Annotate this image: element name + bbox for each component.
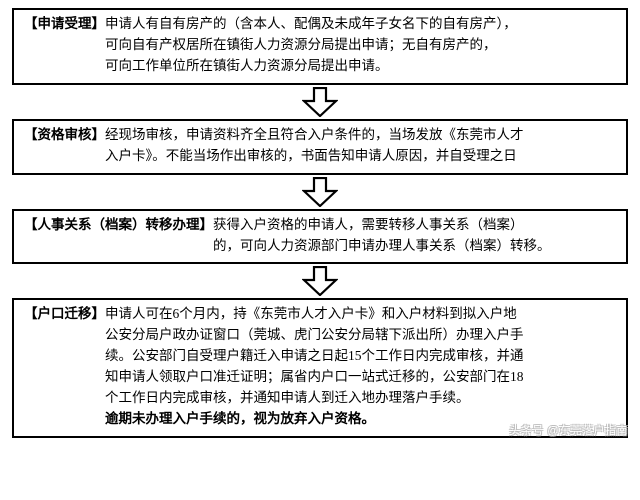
step-line: 可向工作单位所在镇街人力资源分局提出申请。	[105, 58, 389, 73]
step-line: 获得入户资格的申请人，需要转移人事关系（档案）	[213, 217, 524, 232]
step-line: 申请人可在6个月内，持《东莞市人才入户卡》和入户材料到拟入户地	[105, 306, 517, 321]
step-body: 申请人可在6个月内，持《东莞市人才入户卡》和入户材料到拟入户地 公安分局户政办证…	[105, 304, 616, 430]
step-box-review: 【资格审核】 经现场审核，申请资料齐全且符合入户条件的，当场发放《东莞市人才 入…	[12, 119, 628, 175]
watermark-text: 头条号 @东莞落户指南	[509, 423, 628, 440]
step-line: 续。公安部门自受理户籍迁入申请之日起15个工作日内完成审核，并通	[105, 348, 524, 363]
step-label: 【申请受理】	[24, 14, 105, 77]
step-row: 【申请受理】 申请人有自有房产的（含本人、配偶及未成年子女名下的自有房产）， 可…	[24, 14, 616, 77]
step-emphasis: 逾期未办理入户手续的，视为放弃入户资格。	[105, 411, 375, 426]
step-line: 可向自有产权居所在镇街人力资源分局提出申请；无自有房产的，	[105, 37, 497, 52]
step-box-archive-transfer: 【人事关系（档案）转移办理】 获得入户资格的申请人，需要转移人事关系（档案） 的…	[12, 209, 628, 265]
step-box-hukou-transfer: 【户口迁移】 申请人可在6个月内，持《东莞市人才入户卡》和入户材料到拟入户地 公…	[12, 298, 628, 438]
arrow-down-icon	[12, 264, 628, 298]
step-line: 知申请人领取户口准迁证明；属省内户口一站式迁移的，公安部门在18	[105, 369, 524, 384]
step-line: 个工作日内完成审核，并通知申请人到迁入地办理落户手续。	[105, 390, 470, 405]
step-row: 【人事关系（档案）转移办理】 获得入户资格的申请人，需要转移人事关系（档案） 的…	[24, 215, 616, 257]
arrow-down-icon	[12, 85, 628, 119]
step-body: 获得入户资格的申请人，需要转移人事关系（档案） 的，可向人力资源部门申请办理人事…	[213, 215, 616, 257]
step-line: 经现场审核，申请资料齐全且符合入户条件的，当场发放《东莞市人才	[105, 127, 524, 142]
step-row: 【资格审核】 经现场审核，申请资料齐全且符合入户条件的，当场发放《东莞市人才 入…	[24, 125, 616, 167]
step-label: 【人事关系（档案）转移办理】	[24, 215, 213, 257]
step-row: 【户口迁移】 申请人可在6个月内，持《东莞市人才入户卡》和入户材料到拟入户地 公…	[24, 304, 616, 430]
step-box-apply: 【申请受理】 申请人有自有房产的（含本人、配偶及未成年子女名下的自有房产）， 可…	[12, 8, 628, 85]
arrow-down-icon	[12, 175, 628, 209]
step-line: 入户卡》。不能当场作出审核的，书面告知申请人原因，并自受理之日	[105, 148, 517, 163]
step-line: 的，可向人力资源部门申请办理人事关系（档案）转移。	[213, 238, 551, 253]
step-body: 申请人有自有房产的（含本人、配偶及未成年子女名下的自有房产）， 可向自有产权居所…	[105, 14, 616, 77]
step-label: 【资格审核】	[24, 125, 105, 167]
step-label: 【户口迁移】	[24, 304, 105, 430]
step-body: 经现场审核，申请资料齐全且符合入户条件的，当场发放《东莞市人才 入户卡》。不能当…	[105, 125, 616, 167]
step-line: 公安分局户政办证窗口（莞城、虎门公安分局辖下派出所）办理入户手	[105, 327, 524, 342]
step-line: 申请人有自有房产的（含本人、配偶及未成年子女名下的自有房产），	[105, 16, 517, 31]
